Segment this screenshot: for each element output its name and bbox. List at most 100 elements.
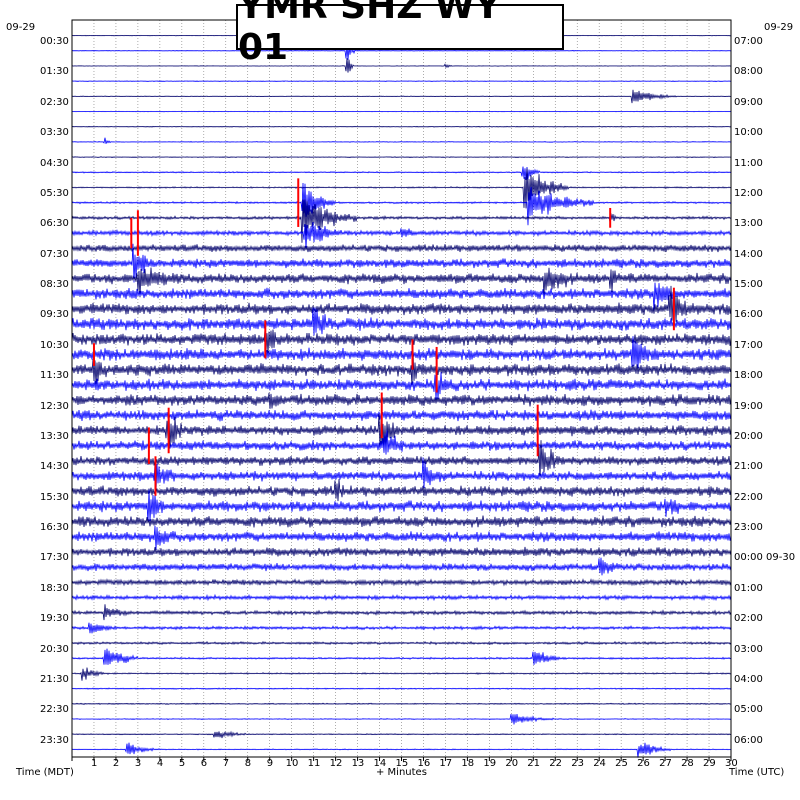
seismogram-trace bbox=[71, 392, 732, 409]
x-axis-ticks bbox=[71, 757, 732, 761]
seismogram-trace bbox=[71, 372, 732, 401]
seismogram-trace bbox=[71, 80, 732, 83]
left-time-label: 16:30 bbox=[40, 522, 69, 533]
right-time-label: 21:00 bbox=[734, 461, 763, 473]
left-time-label: 03:30 bbox=[40, 127, 69, 139]
x-tick-label: 16 bbox=[417, 758, 431, 769]
x-tick-label: 30 bbox=[725, 758, 738, 769]
x-tick-label: 23 bbox=[571, 758, 584, 769]
seismogram-trace bbox=[71, 489, 732, 523]
right-time-label: 07:00 bbox=[734, 36, 763, 47]
seismogram-trace bbox=[71, 285, 732, 322]
date-left-label: 09-29 bbox=[6, 22, 36, 33]
left-time-label: 19:30 bbox=[40, 613, 69, 625]
seismogram-trace bbox=[71, 730, 732, 739]
x-tick-label: 3 bbox=[134, 758, 142, 769]
x-tick-label: 25 bbox=[615, 758, 628, 769]
right-time-label: 14:00 bbox=[734, 248, 763, 260]
seismogram-trace bbox=[71, 578, 732, 587]
x-tick-label: 8 bbox=[244, 758, 252, 769]
x-tick-label: 24 bbox=[593, 758, 606, 769]
x-tick-label: 7 bbox=[222, 758, 230, 769]
seismogram-trace bbox=[71, 58, 732, 73]
seismogram-trace bbox=[71, 110, 732, 113]
left-time-label: 01:30 bbox=[40, 66, 69, 78]
left-time-label: 09:30 bbox=[40, 309, 69, 321]
left-time-label: 00:30 bbox=[40, 36, 69, 47]
left-time-label: 07:30 bbox=[40, 248, 69, 260]
left-time-label: 17:30 bbox=[40, 552, 69, 564]
seismogram-trace bbox=[71, 244, 732, 253]
right-time-label: 04:00 bbox=[734, 673, 763, 685]
x-tick-label: 11 bbox=[307, 758, 321, 769]
left-time-label: 21:30 bbox=[40, 673, 69, 685]
right-time-label: 16:00 bbox=[734, 309, 763, 321]
seismogram-trace bbox=[71, 156, 732, 159]
left-time-label: 08:30 bbox=[40, 279, 69, 290]
clipped-amplitude-marks bbox=[92, 178, 675, 496]
right-time-label: 12:00 bbox=[734, 187, 763, 199]
left-time-label: 20:30 bbox=[40, 643, 69, 655]
right-time-label: 11:00 bbox=[734, 157, 763, 169]
left-time-label: 10:30 bbox=[40, 339, 69, 351]
seismogram-trace bbox=[71, 125, 732, 128]
seismogram-trace bbox=[71, 702, 732, 706]
seismogram-trace bbox=[71, 648, 732, 665]
x-tick-label: 4 bbox=[156, 758, 164, 769]
seismogram-trace bbox=[71, 182, 732, 226]
right-time-label: 18:00 bbox=[734, 370, 763, 382]
seismogram-trace bbox=[71, 557, 732, 576]
right-time-label: 05:00 bbox=[734, 704, 763, 716]
right-time-label: 03:00 bbox=[734, 643, 763, 655]
left-time-label: 11:30 bbox=[40, 370, 69, 382]
left-time-label: 02:30 bbox=[40, 96, 69, 108]
right-time-label: 06:00 bbox=[734, 734, 763, 746]
seismogram-trace bbox=[71, 440, 732, 480]
seismogram-trace bbox=[71, 525, 732, 550]
seismogram-trace bbox=[71, 329, 732, 354]
seismogram-trace bbox=[71, 267, 732, 298]
right-time-label: 01:00 bbox=[734, 582, 763, 594]
x-tick-label: 19 bbox=[483, 758, 497, 769]
left-time-label: 04:30 bbox=[40, 157, 69, 169]
x-tick-label: 1 bbox=[90, 758, 98, 769]
left-time-label: 12:30 bbox=[40, 400, 69, 412]
seismogram-trace bbox=[71, 346, 732, 387]
x-tick-label: 20 bbox=[505, 758, 519, 769]
seismogram-trace bbox=[71, 687, 732, 690]
seismogram-trace bbox=[71, 336, 732, 369]
seismogram-trace bbox=[71, 430, 732, 455]
seismogram-trace bbox=[71, 199, 732, 243]
right-time-label: 09:00 bbox=[734, 96, 763, 108]
right-time-label: 22:00 bbox=[734, 491, 763, 503]
left-time-label: 06:30 bbox=[40, 218, 69, 230]
x-tick-label: 15 bbox=[395, 758, 409, 769]
x-tick-label: 14 bbox=[373, 758, 387, 769]
left-time-label: 22:30 bbox=[40, 704, 69, 716]
left-time-label: 13:30 bbox=[40, 430, 69, 442]
x-tick-label: 29 bbox=[703, 758, 716, 769]
x-tick-label: 2 bbox=[112, 758, 120, 769]
x-tick-label: 5 bbox=[178, 758, 186, 769]
right-time-label: 08:00 bbox=[734, 66, 763, 78]
x-axis-right-label: Time (UTC) bbox=[729, 767, 785, 778]
left-time-label: 15:30 bbox=[40, 491, 69, 503]
seismogram-trace bbox=[71, 640, 732, 646]
seismogram-traces bbox=[71, 34, 732, 758]
x-tick-label: 17 bbox=[439, 758, 453, 769]
seismogram-trace bbox=[71, 168, 732, 209]
left-time-label: 05:30 bbox=[40, 187, 69, 199]
left-time-label: 18:30 bbox=[40, 582, 69, 594]
right-time-label: 10:00 bbox=[734, 127, 763, 139]
x-tick-label: 22 bbox=[549, 758, 562, 769]
plot-frame bbox=[71, 19, 732, 758]
seismogram-trace bbox=[71, 137, 732, 144]
seismogram-trace bbox=[71, 622, 732, 634]
right-time-label: 19:00 bbox=[734, 400, 763, 412]
x-tick-label: 28 bbox=[681, 758, 694, 769]
x-tick-label: 12 bbox=[329, 758, 343, 769]
x-tick-label: 13 bbox=[351, 758, 365, 769]
seismogram-trace bbox=[71, 307, 732, 336]
seismogram-trace bbox=[71, 411, 732, 449]
seismogram-trace bbox=[71, 546, 732, 557]
